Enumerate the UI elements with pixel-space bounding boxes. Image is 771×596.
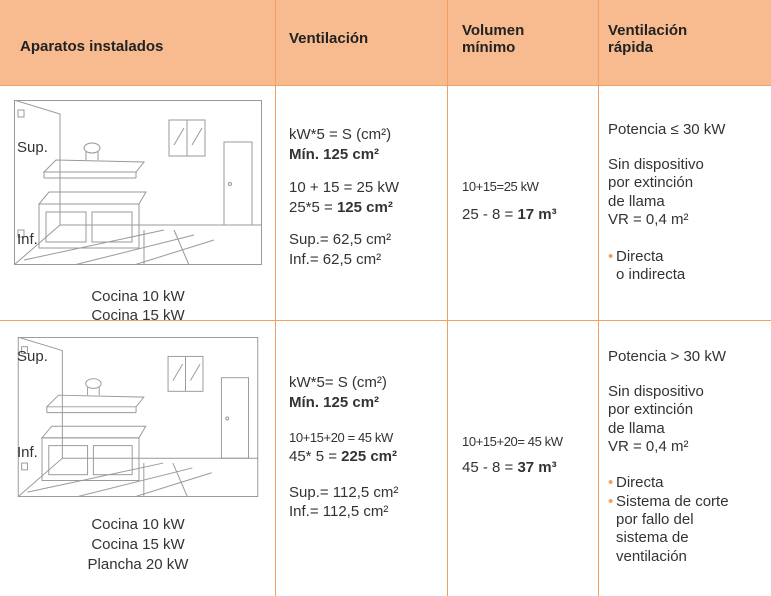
header-cell: Ventilación (289, 30, 369, 47)
text: 45 - 8 = (462, 459, 518, 476)
text-line: 25*5 = 125 cm² (289, 199, 393, 217)
bullet: • (608, 493, 614, 510)
appliance: Cocina 15 kW (91, 307, 185, 324)
text: de llama (608, 420, 665, 437)
text: sistema de (616, 529, 689, 546)
text-line: 45 - 8 = 37 m³ (462, 459, 557, 477)
text: Sistema de corte (616, 493, 729, 510)
text: Mín. 125 cm² (289, 146, 380, 163)
text: VR = 0,4 m² (608, 211, 689, 228)
vent-label: Sup. (17, 348, 48, 365)
text: 125 cm² (336, 199, 393, 216)
text: Sup.= 112,5 cm² (289, 484, 399, 501)
text: Sin dispositivo (608, 156, 704, 173)
text: Inf.= 112,5 cm² (289, 503, 389, 520)
text: Potencia ≤ 30 kW (608, 121, 726, 138)
text: por extinción (608, 174, 694, 191)
text: 17 m³ (517, 206, 557, 223)
bullet: • (608, 248, 614, 265)
text: Sin dispositivo (608, 383, 704, 400)
text: 10+15+20= 45 kW (462, 434, 563, 449)
text: Mín. 125 cm² (289, 394, 380, 411)
appliance: Plancha 20 kW (87, 556, 189, 573)
text: 25*5 = (289, 199, 337, 216)
text: por extinción (608, 401, 694, 418)
text: 25 - 8 = (462, 206, 518, 223)
text: 225 cm² (341, 448, 398, 465)
text: VR = 0,4 m² (608, 438, 689, 455)
header-cell: Ventilación rápida (608, 22, 688, 56)
text: kW*5 = S (cm²) (289, 126, 392, 143)
text: Directa (616, 248, 664, 265)
text: 10 + 15 = 25 kW (289, 179, 400, 196)
bullet: • (608, 474, 614, 491)
border (0, 85, 771, 86)
appliance: Cocina 15 kW (91, 536, 185, 553)
text: Inf.= 62,5 cm² (289, 251, 382, 268)
text: Potencia > 30 kW (608, 348, 726, 365)
text: 45* 5 = (289, 448, 342, 465)
text: Directa (616, 474, 664, 491)
text: por fallo del (616, 511, 694, 528)
text: 10+15=25 kW (462, 179, 539, 194)
header-cell: Aparatos instalados (20, 38, 164, 55)
vent-label: Inf. (17, 444, 38, 461)
kitchen-illustration (14, 100, 262, 265)
border (0, 320, 771, 321)
vent-label: Inf. (17, 231, 38, 248)
kitchen-illustration (14, 337, 262, 497)
text: o indirecta (616, 266, 686, 283)
text: ventilación (616, 548, 687, 565)
text: Sup.= 62,5 cm² (289, 231, 392, 248)
text-line: 25 - 8 = 17 m³ (462, 206, 557, 224)
border (275, 0, 276, 596)
border (447, 0, 448, 596)
text: kW*5= S (cm²) (289, 374, 387, 391)
text: 10+15+20 = 45 kW (289, 430, 393, 445)
border (598, 0, 599, 596)
text: 37 m³ (517, 459, 557, 476)
header-cell: Volumen mínimo (462, 22, 525, 56)
header-bg (0, 0, 771, 85)
appliance: Cocina 10 kW (91, 516, 185, 533)
appliance: Cocina 10 kW (91, 288, 185, 305)
text-line: 45* 5 = 225 cm² (289, 448, 397, 466)
vent-label: Sup. (17, 139, 48, 156)
text: de llama (608, 193, 665, 210)
